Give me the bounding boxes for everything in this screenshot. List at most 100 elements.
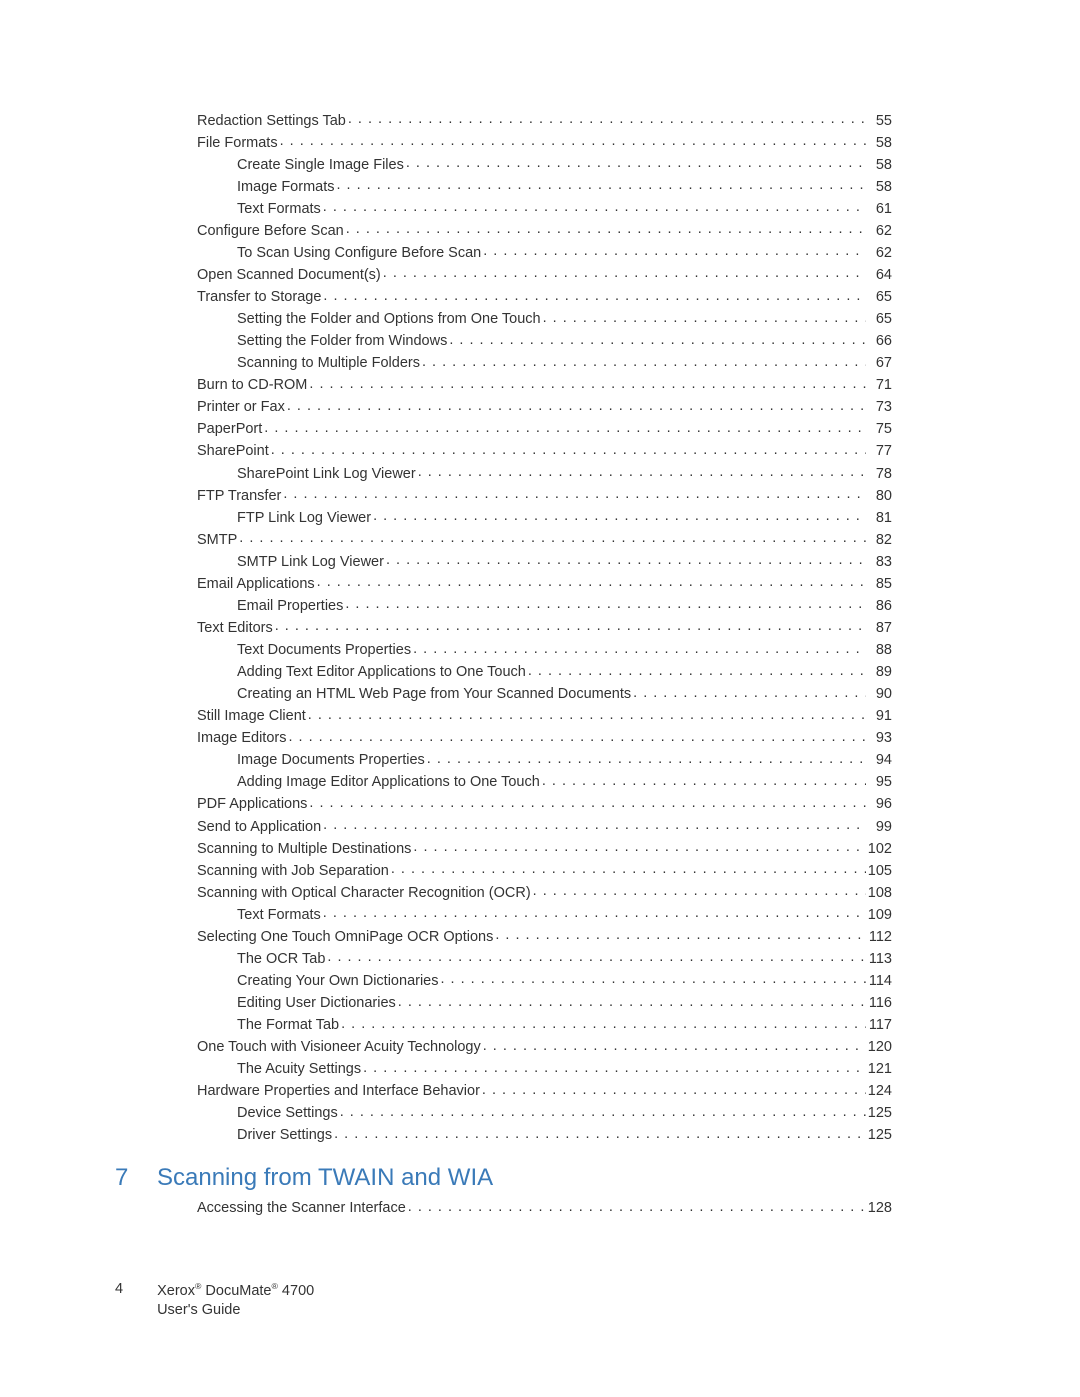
toc-entry[interactable]: Transfer to Storage 65 bbox=[157, 287, 892, 308]
toc-entry[interactable]: FTP Transfer 80 bbox=[157, 485, 892, 506]
toc-dot-leader bbox=[348, 110, 866, 125]
toc-dot-leader bbox=[334, 1125, 866, 1140]
toc-entry[interactable]: The Acuity Settings 121 bbox=[157, 1059, 892, 1080]
toc-dot-leader bbox=[413, 838, 865, 853]
toc-entry[interactable]: One Touch with Visioneer Acuity Technolo… bbox=[157, 1037, 892, 1058]
toc-entry-page: 120 bbox=[868, 1038, 892, 1058]
toc-entry-label: SMTP Link Log Viewer bbox=[237, 553, 384, 573]
toc-entry[interactable]: SharePoint Link Log Viewer 78 bbox=[157, 463, 892, 484]
toc-entry-page: 78 bbox=[868, 465, 892, 485]
toc-entry[interactable]: Scanning with Optical Character Recognit… bbox=[157, 882, 892, 903]
toc-entry-page: 125 bbox=[868, 1126, 892, 1146]
toc-entry-label: Creating an HTML Web Page from Your Scan… bbox=[237, 685, 631, 705]
toc-entry[interactable]: Printer or Fax 73 bbox=[157, 397, 892, 418]
toc-entry-page: 95 bbox=[868, 773, 892, 793]
toc-entry[interactable]: Email Properties 86 bbox=[157, 595, 892, 616]
toc-entry[interactable]: Scanning to Multiple Folders 67 bbox=[157, 353, 892, 374]
toc-entry[interactable]: PaperPort 75 bbox=[157, 419, 892, 440]
toc-dot-leader bbox=[422, 353, 866, 368]
toc-entry-page: 116 bbox=[868, 994, 892, 1014]
toc-dot-leader bbox=[283, 485, 866, 500]
toc-entry[interactable]: Creating Your Own Dictionaries 114 bbox=[157, 970, 892, 991]
toc-entry[interactable]: The OCR Tab 113 bbox=[157, 948, 892, 969]
toc-entry-page: 67 bbox=[868, 354, 892, 374]
toc-entry[interactable]: Scanning with Job Separation 105 bbox=[157, 860, 892, 881]
toc-entry[interactable]: Image Editors 93 bbox=[157, 728, 892, 749]
toc-dot-leader bbox=[482, 1081, 866, 1096]
toc-entry[interactable]: Text Editors 87 bbox=[157, 617, 892, 638]
toc-entry-label: Device Settings bbox=[237, 1104, 338, 1124]
toc-dot-leader bbox=[449, 331, 866, 346]
toc-dot-leader bbox=[308, 706, 866, 721]
toc-entry[interactable]: SMTP 82 bbox=[157, 529, 892, 550]
toc-entry[interactable]: SMTP Link Log Viewer 83 bbox=[157, 551, 892, 572]
toc-dot-leader bbox=[398, 993, 866, 1008]
toc-dot-leader bbox=[483, 242, 866, 257]
toc-entry[interactable]: Device Settings 125 bbox=[157, 1103, 892, 1124]
toc-entry[interactable]: Image Formats 58 bbox=[157, 176, 892, 197]
toc-entry[interactable]: Text Formats 109 bbox=[157, 904, 892, 925]
toc-entry[interactable]: Redaction Settings Tab 55 bbox=[157, 110, 892, 131]
toc-entry[interactable]: Text Formats 61 bbox=[157, 198, 892, 219]
toc-entry-page: 81 bbox=[868, 509, 892, 529]
toc-entry-label: Scanning with Job Separation bbox=[197, 862, 389, 882]
toc-dot-leader bbox=[327, 948, 866, 963]
toc-entry[interactable]: Creating an HTML Web Page from Your Scan… bbox=[157, 684, 892, 705]
toc-dot-leader bbox=[386, 551, 866, 566]
toc-entry[interactable]: Email Applications 85 bbox=[157, 573, 892, 594]
toc-dot-leader bbox=[323, 816, 866, 831]
toc-entry[interactable]: File Formats 58 bbox=[157, 132, 892, 153]
toc-entry-label: To Scan Using Configure Before Scan bbox=[237, 244, 481, 264]
toc-entry[interactable]: Selecting One Touch OmniPage OCR Options… bbox=[157, 926, 892, 947]
toc-entry-page: 90 bbox=[868, 685, 892, 705]
toc-entry[interactable]: Setting the Folder and Options from One … bbox=[157, 309, 892, 330]
section-title[interactable]: Scanning from TWAIN and WIA bbox=[157, 1164, 493, 1192]
toc-entry-label: Scanning to Multiple Destinations bbox=[197, 840, 411, 860]
toc-entry[interactable]: Image Documents Properties 94 bbox=[157, 750, 892, 771]
toc-entry-label: Configure Before Scan bbox=[197, 222, 344, 242]
toc-entry[interactable]: Editing User Dictionaries 116 bbox=[157, 993, 892, 1014]
toc-entry-label: PaperPort bbox=[197, 420, 262, 440]
toc-entry[interactable]: Open Scanned Document(s) 64 bbox=[157, 264, 892, 285]
toc-dot-leader bbox=[271, 441, 866, 456]
toc-dot-leader bbox=[275, 617, 866, 632]
toc-entry-label: Still Image Client bbox=[197, 707, 306, 727]
toc-entry[interactable]: FTP Link Log Viewer 81 bbox=[157, 507, 892, 528]
toc-entry[interactable]: Adding Image Editor Applications to One … bbox=[157, 772, 892, 793]
toc-entry[interactable]: Driver Settings 125 bbox=[157, 1125, 892, 1146]
toc-entry-label: Send to Application bbox=[197, 818, 321, 838]
toc-entry-label: Email Properties bbox=[237, 597, 343, 617]
toc-entry-label: Adding Text Editor Applications to One T… bbox=[237, 663, 526, 683]
toc-entry-page: 117 bbox=[868, 1016, 892, 1036]
toc-entry[interactable]: SharePoint 77 bbox=[157, 441, 892, 462]
toc-dot-leader bbox=[427, 750, 866, 765]
toc-entry[interactable]: PDF Applications 96 bbox=[157, 794, 892, 815]
toc-entry[interactable]: Scanning to Multiple Destinations 102 bbox=[157, 838, 892, 859]
toc-entry-page: 58 bbox=[868, 156, 892, 176]
toc-entry[interactable]: The Format Tab 117 bbox=[157, 1015, 892, 1036]
toc-dot-leader bbox=[383, 264, 866, 279]
toc-dot-leader bbox=[346, 220, 866, 235]
toc-entry[interactable]: Configure Before Scan 62 bbox=[157, 220, 892, 241]
toc-entry[interactable]: Burn to CD-ROM 71 bbox=[157, 375, 892, 396]
toc-entry-label: File Formats bbox=[197, 134, 278, 154]
toc-entry-label: Driver Settings bbox=[237, 1126, 332, 1146]
toc-entry-label: One Touch with Visioneer Acuity Technolo… bbox=[197, 1038, 481, 1058]
toc-entry-label: Transfer to Storage bbox=[197, 288, 321, 308]
toc-entry-page: 58 bbox=[868, 178, 892, 198]
toc-entry-label: FTP Transfer bbox=[197, 487, 281, 507]
toc-entry-page: 86 bbox=[868, 597, 892, 617]
toc-entry[interactable]: Adding Text Editor Applications to One T… bbox=[157, 662, 892, 683]
toc-entry[interactable]: Still Image Client 91 bbox=[157, 706, 892, 727]
toc-dot-leader bbox=[323, 287, 866, 302]
toc-entry-label: Printer or Fax bbox=[197, 398, 285, 418]
toc-dot-leader bbox=[373, 507, 866, 522]
toc-entry[interactable]: Setting the Folder from Windows 66 bbox=[157, 331, 892, 352]
toc-entry[interactable]: Create Single Image Files 58 bbox=[157, 154, 892, 175]
toc-entry[interactable]: Accessing the Scanner Interface 128 bbox=[157, 1198, 892, 1219]
toc-entry-page: 112 bbox=[868, 928, 892, 948]
toc-entry[interactable]: Text Documents Properties 88 bbox=[157, 640, 892, 661]
toc-entry[interactable]: Hardware Properties and Interface Behavi… bbox=[157, 1081, 892, 1102]
toc-entry[interactable]: To Scan Using Configure Before Scan 62 bbox=[157, 242, 892, 263]
toc-entry[interactable]: Send to Application 99 bbox=[157, 816, 892, 837]
